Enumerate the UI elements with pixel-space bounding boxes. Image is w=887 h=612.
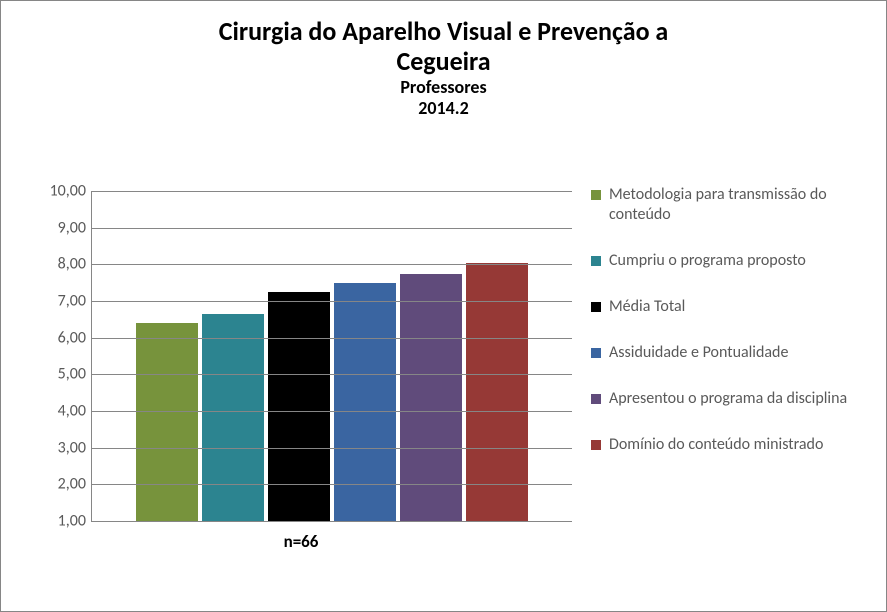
gridline	[92, 448, 572, 449]
chart-container: Cirurgia do Aparelho Visual e Prevenção …	[0, 0, 887, 612]
chart-title: Cirurgia do Aparelho Visual e Prevenção …	[1, 17, 886, 77]
legend-label: Metodologia para transmissão do conteúdo	[609, 185, 856, 225]
gridline	[92, 338, 572, 339]
legend-swatch	[591, 302, 601, 312]
legend-item: Assiduidade e Pontualidade	[591, 343, 856, 363]
y-tick-label: 5,00	[58, 365, 86, 384]
gridline	[92, 264, 572, 265]
y-tick-label: 10,00	[50, 182, 86, 201]
bar	[136, 323, 198, 521]
gridline	[92, 411, 572, 412]
y-tick-label: 2,00	[58, 475, 86, 494]
x-axis-label: n=66	[31, 531, 571, 552]
legend-swatch	[591, 190, 601, 200]
legend-label: Média Total	[609, 297, 856, 317]
plot-area: 1,002,003,004,005,006,007,008,009,0010,0…	[91, 191, 572, 522]
gridline	[92, 301, 572, 302]
title-block: Cirurgia do Aparelho Visual e Prevenção …	[1, 1, 886, 120]
title-line2: Cegueira	[396, 45, 490, 77]
gridline	[92, 228, 572, 229]
legend-item: Metodologia para transmissão do conteúdo	[591, 185, 856, 225]
legend-swatch	[591, 256, 601, 266]
gridline	[92, 484, 572, 485]
legend-item: Cumpriu o programa proposto	[591, 251, 856, 271]
y-tick-label: 4,00	[58, 402, 86, 421]
y-tick-label: 1,00	[58, 512, 86, 531]
legend-item: Média Total	[591, 297, 856, 317]
y-tick-label: 6,00	[58, 328, 86, 347]
title-line1: Cirurgia do Aparelho Visual e Prevenção …	[219, 15, 669, 47]
legend-swatch	[591, 348, 601, 358]
legend-label: Assiduidade e Pontualidade	[609, 343, 856, 363]
legend-item: Apresentou o programa da disciplina	[591, 389, 856, 409]
gridline	[92, 374, 572, 375]
y-tick-label: 3,00	[58, 438, 86, 457]
y-tick-label: 8,00	[58, 255, 86, 274]
subtitle-1: Professores	[1, 77, 886, 99]
legend-label: Apresentou o programa da disciplina	[609, 389, 856, 409]
gridline	[92, 521, 572, 522]
bar	[202, 314, 264, 521]
y-tick-label: 9,00	[58, 218, 86, 237]
legend-swatch	[591, 440, 601, 450]
gridline	[92, 191, 572, 192]
legend-swatch	[591, 394, 601, 404]
chart-body: 1,00 2,00 3,00 4,00 5,00 6,00 7,00 8,00 9,00 10,0…	[31, 181, 861, 581]
legend: Metodologia para transmissão do conteúdo…	[591, 185, 856, 481]
legend-item: Domínio do conteúdo ministrado	[591, 435, 856, 455]
legend-label: Domínio do conteúdo ministrado	[609, 435, 856, 455]
bar	[268, 292, 330, 521]
y-tick-label: 7,00	[58, 292, 86, 311]
subtitle-2: 2014.2	[1, 98, 886, 120]
legend-label: Cumpriu o programa proposto	[609, 251, 856, 271]
bars-group	[92, 191, 572, 521]
